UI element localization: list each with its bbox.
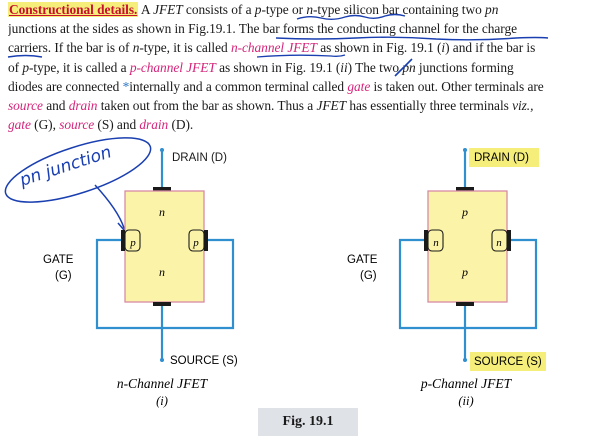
gate-label: GATE xyxy=(43,254,74,266)
term-n: n xyxy=(132,40,140,56)
diagram-title: p-Channel JFET xyxy=(420,376,513,391)
paragraph-line-1: Constructional details. A JFET consists … xyxy=(8,0,596,19)
n-channel-diagram: DRAIN (D) n n p p GATE (G) SOURCE (S) n-… xyxy=(43,148,238,408)
source-terminal-dot xyxy=(160,358,164,362)
drain-contact xyxy=(456,187,474,191)
gate-wire-loop xyxy=(95,238,235,330)
term-jfet: JFET xyxy=(153,2,183,17)
term-drain: drain xyxy=(68,97,98,113)
drain-label: DRAIN (D) xyxy=(172,152,227,164)
text-run: is taken out. Other terminals are xyxy=(370,78,544,94)
text-run: has essentially three terminals xyxy=(346,97,513,113)
term-gate: gate xyxy=(347,78,371,94)
term-i: i xyxy=(441,40,446,56)
text-run: carriers. If the bar is of xyxy=(8,40,133,56)
gate-contact-right xyxy=(204,230,208,251)
junction-left-label: p xyxy=(129,237,136,249)
drain-label-highlight xyxy=(469,148,539,167)
source-label-highlight xyxy=(470,352,546,371)
term-pn: pn xyxy=(402,59,416,75)
p-channel-diagram: DRAIN (D) p p n n GATE (G) SOURCE (S) p-… xyxy=(347,148,546,408)
text-run: (G), xyxy=(30,117,60,133)
gate-abbr: (G) xyxy=(360,270,377,282)
section-heading: Constructional details. xyxy=(8,2,139,17)
term-source: source xyxy=(8,97,43,113)
term-jfet: JFET xyxy=(316,97,347,113)
term-ii: ii xyxy=(340,59,348,75)
source-terminal-dot xyxy=(463,358,467,362)
drain-terminal-dot xyxy=(463,148,467,152)
paragraph-line-5: diodes are connected *internally and a c… xyxy=(8,77,596,96)
gate-contact-left xyxy=(121,230,125,251)
paragraph-line-3: carriers. If the bar is of n-type, it is… xyxy=(8,38,596,57)
text-run: -type, it is called a xyxy=(29,59,130,75)
source-contact xyxy=(456,302,474,306)
paragraph-line-7: gate (G), source (S) and drain (D). xyxy=(8,115,596,134)
text-run: as shown in Fig. 19.1 ( xyxy=(316,40,442,56)
term-source: source xyxy=(59,117,95,133)
term-viz: viz., xyxy=(512,97,534,113)
junction-right-label: p xyxy=(192,237,199,249)
text-run: taken out from the bar as shown. Thus a xyxy=(97,97,317,113)
text-run: -type, it is called xyxy=(139,40,231,56)
text-run: internally and a common terminal called xyxy=(129,78,348,94)
annotation-arrow xyxy=(94,184,125,229)
gate-label: GATE xyxy=(347,254,378,266)
paragraph-line-6: source and drain taken out from the bar … xyxy=(8,96,596,115)
drain-terminal-dot xyxy=(160,148,164,152)
figure-caption-text: Fig. 19.1 xyxy=(282,414,334,429)
text-run: (D). xyxy=(168,117,194,133)
diagram-title: n-Channel JFET xyxy=(117,376,209,391)
footnote-star: * xyxy=(122,78,130,94)
gate-abbr: (G) xyxy=(55,270,72,282)
term-drain: drain xyxy=(139,117,169,133)
text-run: ) The two xyxy=(347,59,403,75)
text-run: -type silicon bar containing two xyxy=(313,2,486,17)
channel-label-top: p xyxy=(461,205,468,219)
figure-caption: Fig. 19.1 xyxy=(258,408,358,436)
text-run: A xyxy=(138,2,154,17)
paragraph-line-4: of p-type, it is called a p-channel JFET… xyxy=(8,58,596,77)
text-run: diodes are connected xyxy=(8,78,123,94)
term-p: p xyxy=(22,59,30,75)
term-pn: pn xyxy=(485,2,499,17)
term-n-channel-jfet: n-channel JFET xyxy=(230,40,317,56)
paragraph-line-2: junctions at the sides as shown in Fig.1… xyxy=(8,19,596,38)
text-run: (S) and xyxy=(94,117,140,133)
source-label: SOURCE (S) xyxy=(474,356,542,368)
annotation-ellipse xyxy=(4,137,152,203)
gate-contact-left xyxy=(424,230,428,251)
channel-label-bottom: p xyxy=(461,265,468,279)
text-run: consists of a xyxy=(182,2,255,17)
term-p-channel-jfet: p-channel JFET xyxy=(129,59,216,75)
diagram-subtitle: (ii) xyxy=(458,394,473,408)
text-run: as shown in Fig. 19.1 ( xyxy=(215,59,341,75)
text-run: and xyxy=(42,97,69,113)
channel-label-top: n xyxy=(159,205,165,219)
term-n: n xyxy=(306,2,314,17)
gate-wire-loop xyxy=(398,238,538,330)
channel-label-bottom: n xyxy=(159,265,165,279)
text-run: -type or xyxy=(261,2,307,17)
body-paragraph: Constructional details. A JFET consists … xyxy=(8,0,596,134)
text-run: junctions forming xyxy=(415,59,514,75)
jfet-figure: pn junction DRAIN (D) n n p p GATE xyxy=(4,137,546,408)
term-gate: gate xyxy=(8,117,31,133)
term-p: p xyxy=(254,2,262,17)
text-run: ) and if the bar is xyxy=(445,40,536,56)
text-run: junctions at the sides as shown in Fig.1… xyxy=(8,21,518,37)
junction-left-label: n xyxy=(433,237,439,249)
text-run: of xyxy=(8,59,23,75)
diagram-subtitle: (i) xyxy=(156,394,168,408)
drain-label: DRAIN (D) xyxy=(474,152,529,164)
source-contact xyxy=(153,302,171,306)
source-label: SOURCE (S) xyxy=(170,355,238,367)
gate-contact-right xyxy=(507,230,511,251)
drain-contact xyxy=(153,187,171,191)
figure-19-1: pn junction DRAIN (D) n n p p GATE xyxy=(0,130,600,445)
junction-right-label: n xyxy=(496,237,502,249)
